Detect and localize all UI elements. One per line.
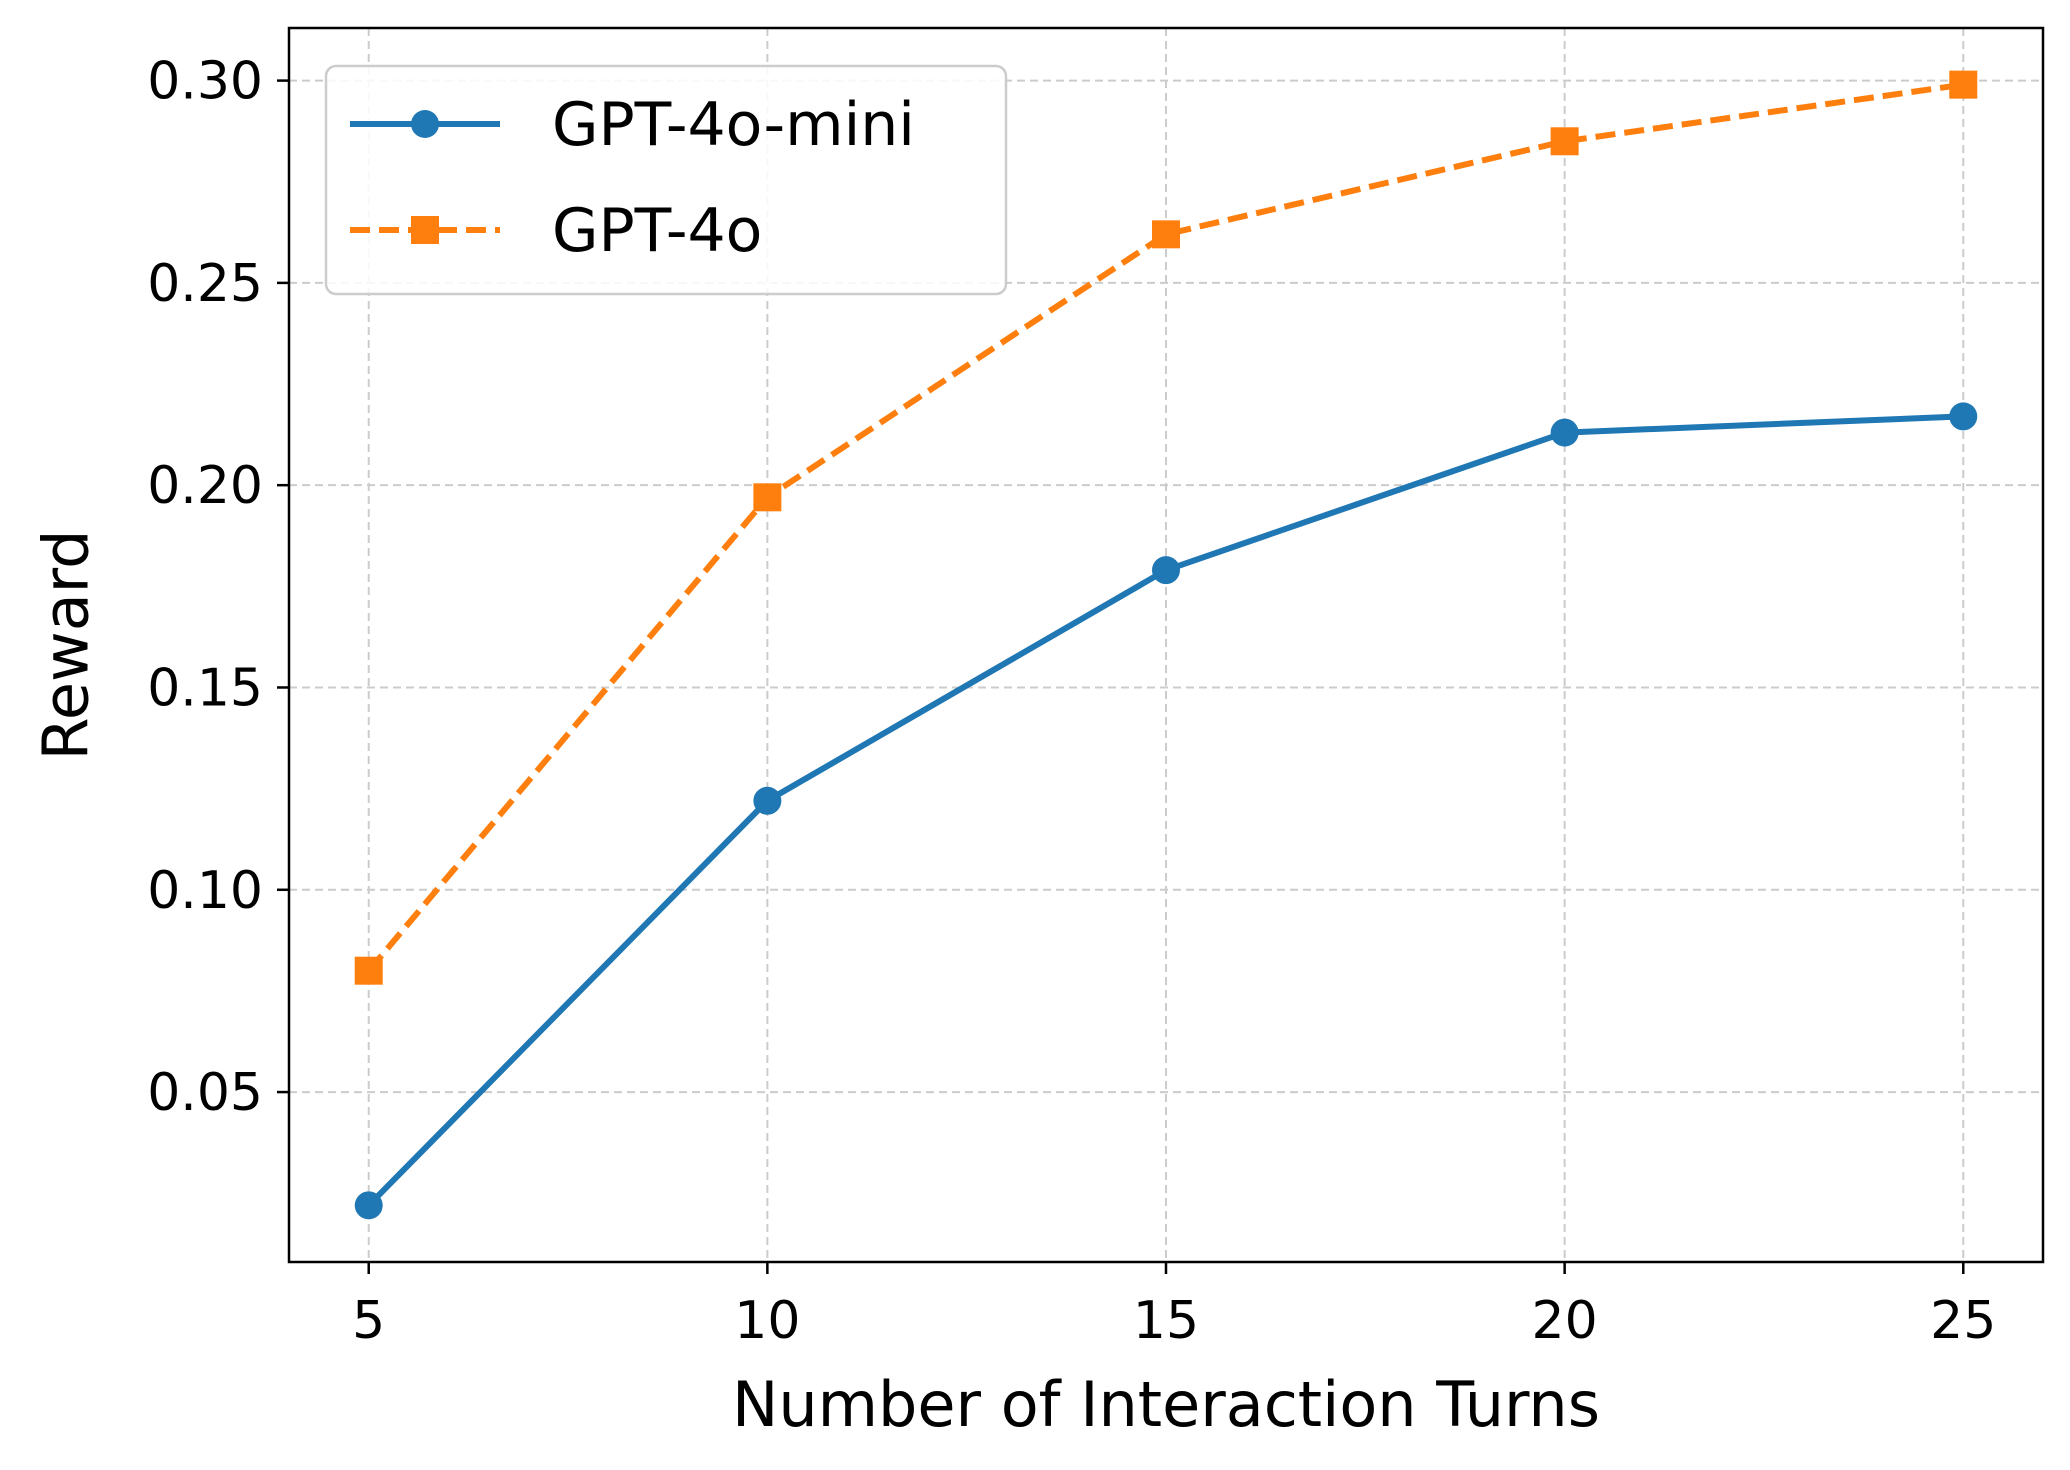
legend: GPT-4o-mini GPT-4o (324, 64, 1008, 296)
series-marker-circle (1550, 418, 1579, 447)
series-marker-square (1949, 70, 1978, 99)
series-marker-circle (1152, 556, 1180, 585)
legend-label-0: GPT-4o-mini (552, 90, 915, 160)
series-marker-circle (1949, 402, 1978, 431)
y-tick-label: 0.30 (147, 52, 263, 112)
x-axis-title: Number of Interaction Turns (732, 1368, 1600, 1441)
series-marker-square (1550, 127, 1579, 156)
y-tick-label: 0.25 (147, 254, 263, 314)
series-marker-square (354, 956, 383, 985)
x-tick-label: 25 (1930, 1291, 1996, 1351)
series-marker-square (1152, 220, 1180, 249)
legend-label-1: GPT-4o (552, 196, 762, 266)
x-axis-ticks: 5 10 15 20 25 (352, 1262, 1996, 1351)
y-axis-title: Reward (30, 530, 103, 761)
series-marker-circle (354, 1191, 383, 1220)
series-marker-circle (753, 786, 782, 815)
legend-marker-circle (411, 110, 439, 138)
x-tick-label: 10 (734, 1291, 800, 1351)
x-tick-label: 20 (1532, 1291, 1598, 1351)
y-tick-label: 0.20 (147, 456, 263, 516)
series-marker-square (753, 483, 782, 512)
legend-marker-square (411, 216, 439, 244)
y-tick-label: 0.05 (147, 1063, 263, 1123)
x-tick-label: 5 (352, 1291, 385, 1351)
series-markers (354, 70, 1978, 1220)
y-tick-label: 0.10 (147, 861, 263, 921)
y-tick-label: 0.15 (147, 658, 263, 718)
series-line-1 (366, 81, 1964, 973)
x-tick-label: 15 (1133, 1291, 1199, 1351)
y-axis-ticks: 0.05 0.10 0.15 0.20 0.25 0.30 (147, 52, 289, 1123)
